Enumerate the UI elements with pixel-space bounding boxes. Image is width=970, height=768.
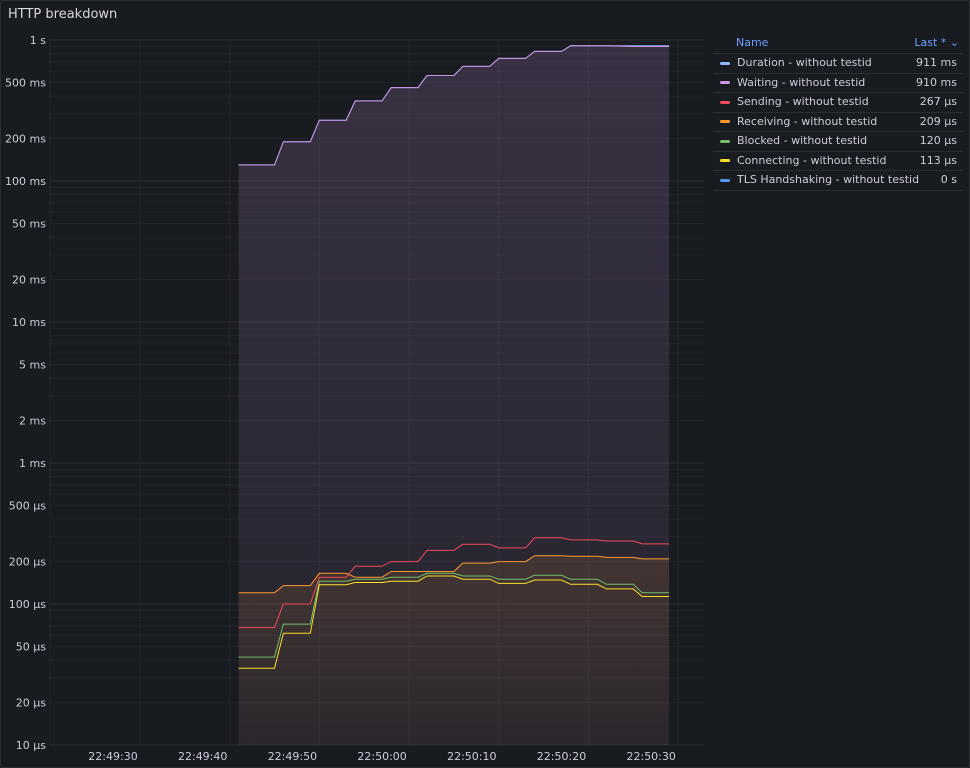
legend-item[interactable]: Waiting - without testid 910 ms: [713, 74, 963, 93]
y-tick-label: 5 ms: [19, 358, 46, 371]
legend-item[interactable]: Connecting - without testid 113 µs: [713, 152, 963, 171]
legend-last-header[interactable]: Last * ⌄: [914, 36, 959, 49]
chart-lines: [238, 45, 670, 669]
y-tick-label: 2 ms: [19, 415, 46, 428]
legend-item[interactable]: Duration - without testid 911 ms: [713, 54, 963, 74]
y-tick-label: 1 s: [30, 34, 46, 47]
legend-swatch: [720, 100, 730, 104]
legend-header: Name Last * ⌄: [713, 34, 963, 54]
legend-series-name: Duration - without testid: [737, 56, 872, 70]
receiving-area: [238, 555, 670, 745]
legend-last-value: 910 ms: [916, 75, 957, 89]
legend-item[interactable]: TLS Handshaking - without testid 0 s: [713, 171, 963, 191]
legend-series-name: Connecting - without testid: [737, 153, 887, 167]
y-tick-label: 50 ms: [12, 217, 46, 230]
legend-item[interactable]: Receiving - without testid 209 µs: [713, 113, 963, 132]
legend-last-value: 0 s: [940, 173, 957, 187]
series-line-blocked: [238, 572, 670, 658]
y-tick-label: 200 µs: [9, 556, 46, 569]
legend-series-name: TLS Handshaking - without testid: [737, 173, 920, 187]
legend-series-name: Waiting - without testid: [737, 75, 866, 89]
series-line-sending: [238, 537, 670, 629]
x-axis: 22:49:30 22:49:40 22:49:50 22:50:00 22:50:10…: [88, 750, 676, 763]
legend-last-value: 911 ms: [916, 56, 957, 70]
x-tick-label: 22:50:00: [357, 750, 406, 763]
x-tick-label: 22:49:40: [178, 750, 227, 763]
y-tick-label: 20 µs: [16, 697, 46, 710]
legend-last-value: 120 µs: [919, 134, 957, 148]
y-tick-label: 10 µs: [16, 739, 46, 752]
legend-last-value: 209 µs: [919, 114, 957, 128]
x-tick-label: 22:50:30: [626, 750, 675, 763]
legend-swatch: [720, 178, 730, 182]
legend-item[interactable]: Blocked - without testid 120 µs: [713, 132, 963, 152]
legend-series-name: Sending - without testid: [737, 95, 869, 109]
y-tick-label: 1 ms: [19, 457, 46, 470]
legend-swatch: [720, 81, 730, 85]
chart-areas: [238, 45, 670, 746]
legend-table: Name Last * ⌄ Duration - without testid 9…: [713, 34, 963, 191]
legend-swatch: [720, 139, 730, 143]
legend-swatch: [720, 159, 730, 163]
legend-rows: Duration - without testid 911 ms Waiting -…: [713, 54, 963, 191]
y-tick-label: 10 ms: [12, 316, 46, 329]
y-tick-label: 500 µs: [9, 499, 46, 512]
legend-last-value: 267 µs: [919, 95, 957, 109]
legend-series-name: Receiving - without testid: [737, 114, 878, 128]
x-tick-label: 22:50:20: [537, 750, 586, 763]
legend-item[interactable]: Sending - without testid 267 µs: [713, 93, 963, 113]
y-tick-label: 500 ms: [5, 76, 46, 89]
x-tick-label: 22:49:30: [88, 750, 137, 763]
y-tick-label: 100 ms: [5, 175, 46, 188]
legend-name-header[interactable]: Name: [736, 36, 769, 49]
legend-swatch: [720, 61, 730, 65]
y-axis: 1 s 500 ms 200 ms 100 ms 50 ms 20 ms 10 ms 5 ms…: [5, 34, 46, 752]
series-line-connecting: [238, 575, 670, 669]
legend-last-value: 113 µs: [919, 153, 957, 167]
x-tick-label: 22:50:10: [447, 750, 496, 763]
panel-title[interactable]: HTTP breakdown: [8, 7, 118, 22]
x-tick-label: 22:49:50: [268, 750, 317, 763]
y-tick-label: 200 ms: [5, 133, 46, 146]
y-tick-label: 100 µs: [9, 598, 46, 611]
legend-swatch: [720, 120, 730, 124]
series-line-receiving: [238, 555, 670, 594]
series-line-waiting: [238, 45, 670, 166]
y-tick-label: 50 µs: [16, 640, 46, 653]
y-tick-label: 20 ms: [12, 274, 46, 287]
legend-series-name: Blocked - without testid: [737, 134, 868, 148]
chevron-down-icon: ⌄: [949, 36, 959, 49]
